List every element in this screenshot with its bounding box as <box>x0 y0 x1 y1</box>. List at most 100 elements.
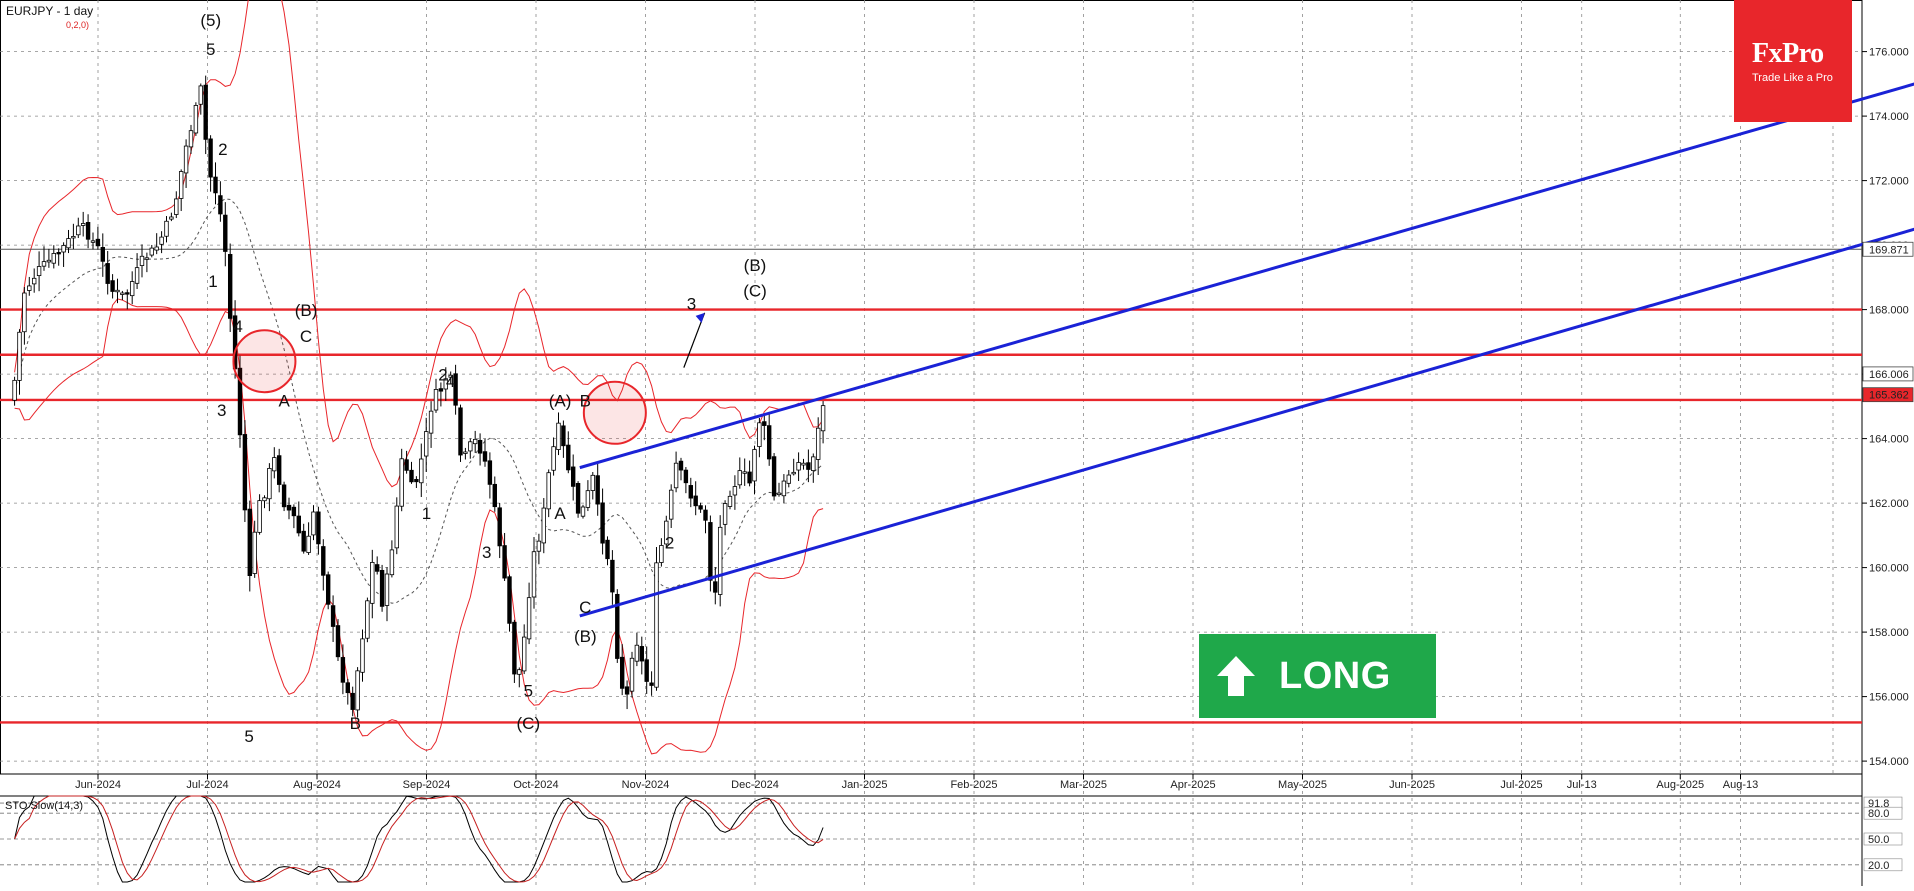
candle-body <box>708 522 713 581</box>
candle-body <box>242 434 248 511</box>
y-tick-label: 164.000 <box>1869 434 1909 446</box>
candle-body <box>698 505 703 510</box>
candle-body <box>394 505 399 549</box>
x-tick-label: Sep-2024 <box>403 779 451 791</box>
long-signal-banner: LONG <box>1199 634 1436 718</box>
x-tick-label: Jun-2024 <box>75 779 121 791</box>
candle-body <box>321 546 326 576</box>
marked-price-box <box>1862 241 1914 257</box>
candle-body <box>752 449 757 482</box>
y-tick-label: 158.000 <box>1869 627 1909 639</box>
y-tick-label: 176.000 <box>1869 47 1909 59</box>
candle-body <box>115 289 120 293</box>
logo-text: FxPro <box>1752 38 1824 69</box>
candle-body <box>330 605 336 627</box>
candle-body <box>51 253 56 264</box>
candle-body <box>17 331 22 381</box>
candle-body <box>771 456 777 497</box>
candle-body <box>482 451 488 462</box>
candle-body <box>262 497 267 502</box>
symbol-title: EURJPY - 1 day <box>6 4 94 18</box>
y-tick-label: 154.000 <box>1869 756 1909 768</box>
bollinger-bands <box>14 0 824 755</box>
wave-label: 5 <box>206 40 215 59</box>
candle-body <box>727 495 733 507</box>
candle-body <box>340 657 346 683</box>
marked-price-box <box>1862 387 1914 403</box>
candle-body <box>507 576 512 624</box>
candle-body <box>183 145 189 174</box>
candle-body <box>144 257 150 260</box>
x-tick-label: Oct-2024 <box>513 779 558 791</box>
candle-body <box>737 470 742 486</box>
price-axis: 154.000 156.000 158.000 160.000 162.000 164.0… <box>1862 47 1914 768</box>
candle-body <box>713 581 718 593</box>
candle-body <box>325 574 331 605</box>
candle-body <box>404 459 409 471</box>
candle-body <box>46 259 52 263</box>
candle-body <box>791 471 796 475</box>
candle-body <box>801 462 806 466</box>
candle-body <box>61 245 66 253</box>
candle-body <box>291 506 297 517</box>
candle-body <box>458 407 463 456</box>
wave-label: 5 <box>524 682 533 701</box>
candle-body <box>820 405 826 432</box>
candle-body <box>747 471 752 484</box>
candle-body <box>306 535 311 553</box>
candle-body <box>213 176 218 194</box>
wave-label: C <box>579 598 591 617</box>
candle-body <box>22 292 27 333</box>
candle-body <box>316 511 321 545</box>
long-signal-label: LONG <box>1279 654 1391 697</box>
candle-body <box>223 214 228 252</box>
candle-body <box>414 479 419 483</box>
x-tick-label: Aug-2024 <box>293 779 341 791</box>
wave-label: B <box>580 391 591 410</box>
sto-level-box <box>1863 806 1903 820</box>
candle-body <box>595 475 600 505</box>
highlight-circle <box>582 380 647 445</box>
candle-body <box>561 425 566 447</box>
candle-body <box>815 427 821 460</box>
candle-body <box>786 474 791 484</box>
candle-body <box>311 511 316 536</box>
candle-body <box>654 562 659 688</box>
candle-body <box>399 458 404 507</box>
candle-body <box>566 444 571 471</box>
candle-body <box>678 460 684 471</box>
candle-body <box>286 504 292 511</box>
marked-price-label: 169.871 <box>1869 244 1909 256</box>
candle-body <box>664 520 669 545</box>
candle-body <box>575 483 581 514</box>
channel-line-lower <box>579 227 1914 618</box>
candle-body <box>585 490 591 508</box>
sto-d-line <box>14 795 824 883</box>
candle-body <box>570 466 576 487</box>
grid-layer <box>0 0 1863 886</box>
candle-body <box>468 441 473 452</box>
candle-body <box>365 600 370 639</box>
horizontal-levels <box>0 248 1862 724</box>
candle-body <box>477 439 483 454</box>
candle-body <box>12 379 17 401</box>
candle-body <box>487 460 493 485</box>
wave-label: A <box>278 391 290 410</box>
candle-body <box>757 422 762 447</box>
candle-body <box>174 198 179 215</box>
candle-body <box>556 422 561 450</box>
candle-body <box>497 507 502 547</box>
candle-body <box>178 171 184 199</box>
candle-body <box>27 285 32 291</box>
chart-header: EURJPY - 1 day 0,2,0) <box>6 4 93 30</box>
candle-body <box>512 621 517 675</box>
candle-body <box>649 682 654 686</box>
logo-tagline: Trade Like a Pro <box>1752 72 1833 84</box>
candle-body <box>36 266 42 277</box>
candle-body <box>472 438 478 445</box>
candle-body <box>360 638 365 673</box>
sto-level-label: 50.0 <box>1868 834 1889 846</box>
candle-body <box>683 469 689 484</box>
candle-body <box>169 216 174 220</box>
candle-body <box>95 238 101 247</box>
